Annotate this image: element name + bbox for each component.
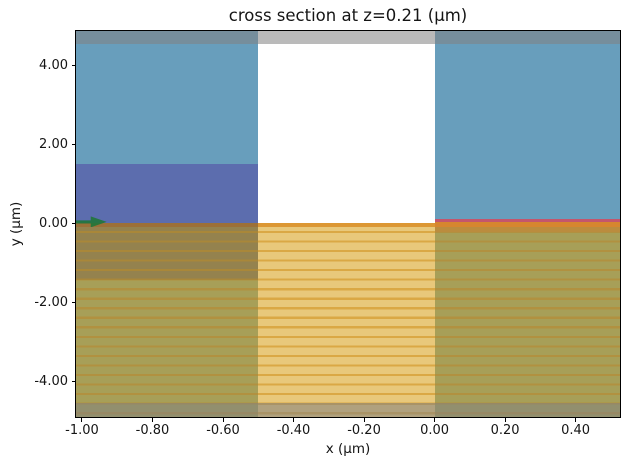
interface-layer-middle [258, 223, 435, 227]
x-tick-label: 0.20 [490, 423, 520, 438]
x-tick-mark [363, 417, 365, 422]
x-tick-label: -0.60 [206, 423, 240, 438]
x-tick-label: 0.40 [561, 423, 591, 438]
thin-layer-red-right [434, 219, 620, 223]
layered-stack-right [434, 231, 620, 417]
layered-stack-left-upper [76, 226, 259, 280]
y-tick-label: 2.00 [39, 136, 68, 152]
y-tick-label: 0.00 [39, 215, 68, 231]
x-tick-label: -0.80 [135, 423, 170, 438]
orange-fade-right [434, 226, 620, 232]
x-tick-mark [293, 417, 295, 422]
y-tick-label: 4.00 [39, 57, 68, 73]
y-tick-label: -2.00 [34, 294, 68, 310]
layered-stack-middle [258, 226, 435, 417]
y-tick-mark [71, 380, 76, 382]
pml-boundary-top [76, 31, 620, 44]
plot-title: cross section at z=0.21 (μm) [228, 6, 468, 25]
interface-layer-left [76, 223, 259, 227]
x-tick-mark [434, 417, 436, 422]
x-tick-mark [222, 417, 224, 422]
y-tick-mark [71, 143, 76, 145]
y-tick-mark [71, 64, 76, 66]
slab-purple-left [76, 164, 259, 224]
x-tick-mark [575, 417, 577, 422]
x-tick-mark [504, 417, 506, 422]
x-tick-label: -0.40 [276, 423, 311, 438]
x-tick-label: -0.20 [347, 423, 381, 438]
y-tick-label: -4.00 [34, 373, 68, 389]
plot-area [75, 30, 621, 418]
x-tick-mark [152, 417, 153, 422]
y-tick-mark [71, 222, 76, 224]
x-axis-label: x (μm) [325, 441, 371, 457]
x-tick-mark [81, 417, 83, 422]
thin-layer-orange-right [434, 222, 620, 227]
source-arrow [76, 216, 107, 228]
x-tick-label: 0.00 [420, 423, 450, 438]
x-tick-label: -1.00 [65, 423, 99, 438]
pml-boundary-bottom [76, 403, 620, 417]
y-tick-mark [71, 301, 76, 303]
layered-stack-left-lower [76, 279, 259, 417]
cladding-right-blue [434, 31, 620, 220]
